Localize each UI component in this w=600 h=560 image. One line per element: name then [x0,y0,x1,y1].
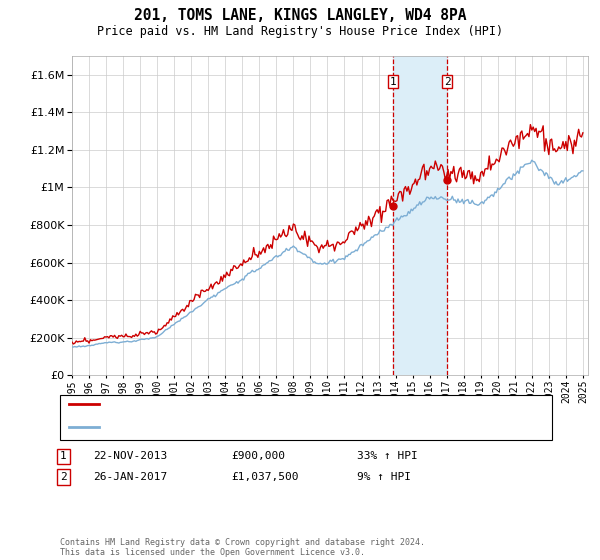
Text: 2: 2 [444,77,451,87]
Text: 201, TOMS LANE, KINGS LANGLEY, WD4 8PA: 201, TOMS LANE, KINGS LANGLEY, WD4 8PA [134,8,466,24]
Bar [394,56,448,375]
Text: 201, TOMS LANE, KINGS LANGLEY, WD4 8PA (detached house): 201, TOMS LANE, KINGS LANGLEY, WD4 8PA (… [105,399,449,409]
Text: Price paid vs. HM Land Registry's House Price Index (HPI): Price paid vs. HM Land Registry's House … [97,25,503,38]
Text: HPI: Average price, detached house, Three Rivers: HPI: Average price, detached house, Thre… [105,422,405,432]
Text: Contains HM Land Registry data © Crown copyright and database right 2024.
This d: Contains HM Land Registry data © Crown c… [60,538,425,557]
Text: £900,000: £900,000 [231,451,285,461]
Text: 1: 1 [390,77,397,87]
Text: 9% ↑ HPI: 9% ↑ HPI [357,472,411,482]
Text: 1: 1 [60,451,67,461]
Text: £1,037,500: £1,037,500 [231,472,299,482]
Text: 22-NOV-2013: 22-NOV-2013 [93,451,167,461]
Text: 33% ↑ HPI: 33% ↑ HPI [357,451,418,461]
Text: 26-JAN-2017: 26-JAN-2017 [93,472,167,482]
Text: 2: 2 [60,472,67,482]
